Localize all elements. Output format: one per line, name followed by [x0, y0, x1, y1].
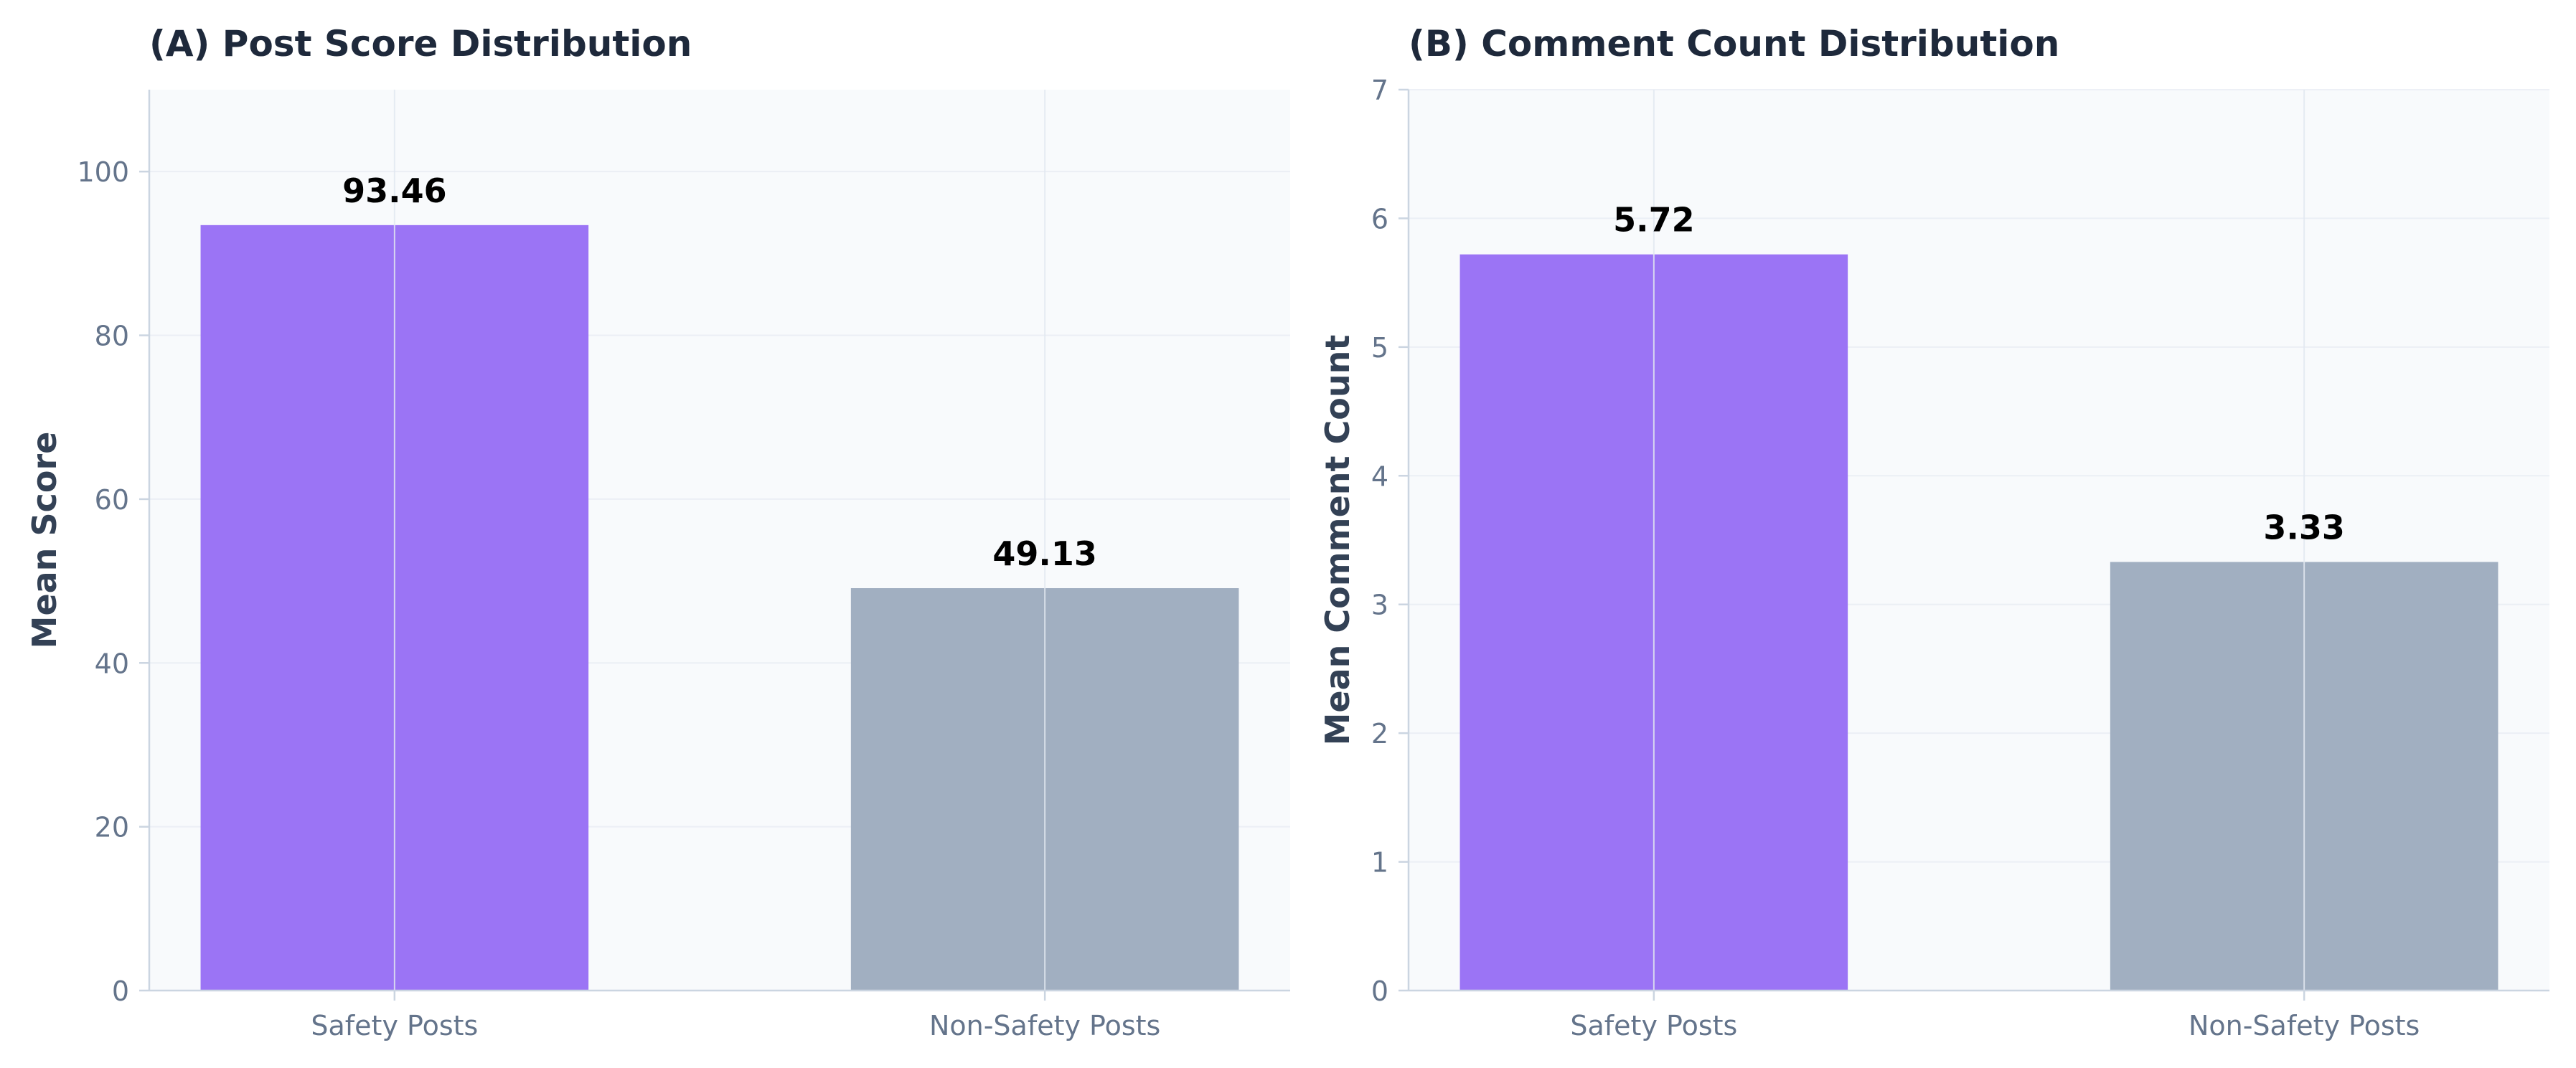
- chart-b-ytick-label: 5: [1371, 332, 1388, 364]
- chart-b-value-labels: 5.72 3.33: [1613, 201, 2345, 547]
- chart-b-ytick-label: 1: [1371, 847, 1388, 879]
- chart-b: 0 1 2 3 4 5 6 7 Safety Posts Non-Safety Posts 5.…: [1318, 23, 2549, 1041]
- chart-b-xtick-label: Safety Posts: [1570, 1010, 1737, 1041]
- chart-b-ytick-label: 7: [1371, 75, 1388, 106]
- chart-b-value-label: 5.72: [1613, 201, 1695, 240]
- chart-a-value-labels: 93.46 49.13: [342, 171, 1097, 573]
- chart-a: 0 20 40 60 80 100 Safety Posts Non-Safety Post…: [25, 23, 1290, 1041]
- chart-a-ytick-label: 0: [112, 975, 129, 1007]
- chart-a-value-label: 49.13: [992, 534, 1097, 573]
- chart-a-xtick-label: Non-Safety Posts: [929, 1010, 1160, 1041]
- chart-b-ylabel: Mean Comment Count: [1318, 335, 1357, 746]
- chart-a-xtick-label: Safety Posts: [311, 1010, 478, 1041]
- chart-b-axes: [1407, 90, 2549, 992]
- chart-a-ylabel: Mean Score: [25, 432, 64, 649]
- chart-a-ytick-label: 20: [95, 812, 129, 843]
- chart-b-vgrid: [1653, 90, 2305, 991]
- chart-a-ytick-label: 80: [95, 321, 129, 352]
- chart-a-yticks: 0 20 40 60 80 100: [77, 156, 149, 1007]
- chart-a-axes: [148, 90, 1290, 992]
- chart-b-ytick-label: 2: [1371, 718, 1388, 750]
- chart-b-xticks: Safety Posts Non-Safety Posts: [1570, 991, 2420, 1041]
- chart-a-title: (A) Post Score Distribution: [149, 23, 692, 65]
- chart-b-yticks: 0 1 2 3 4 5 6 7: [1371, 75, 1409, 1007]
- chart-b-title: (B) Comment Count Distribution: [1409, 23, 2059, 65]
- chart-a-vgrid: [393, 90, 1046, 991]
- chart-a-ytick-label: 40: [95, 648, 129, 679]
- chart-b-xtick-label: Non-Safety Posts: [2189, 1010, 2420, 1041]
- chart-b-value-label: 3.33: [2263, 509, 2345, 547]
- chart-a-ytick-label: 60: [95, 484, 129, 516]
- chart-b-ytick-label: 6: [1371, 203, 1388, 235]
- chart-b-ytick-label: 3: [1371, 590, 1388, 621]
- chart-a-value-label: 93.46: [342, 171, 447, 210]
- chart-a-ytick-label: 100: [77, 156, 129, 188]
- chart-b-ytick-label: 0: [1371, 975, 1388, 1007]
- chart-b-ytick-label: 4: [1371, 460, 1388, 492]
- chart-a-xticks: Safety Posts Non-Safety Posts: [311, 991, 1160, 1041]
